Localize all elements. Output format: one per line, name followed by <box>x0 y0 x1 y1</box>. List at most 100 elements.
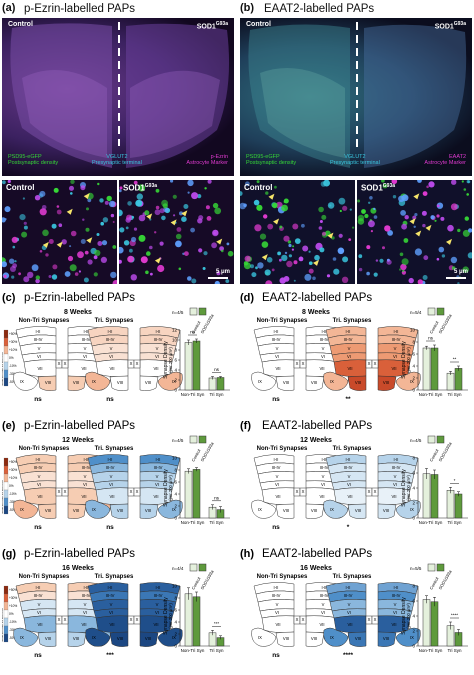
colorbar-segment <box>3 593 9 603</box>
fluorescence-puncta <box>206 216 212 221</box>
fluorescence-puncta <box>401 223 407 230</box>
fluorescence-puncta <box>56 205 60 208</box>
legend-a3-name: p-Ezrin <box>210 154 228 160</box>
panel-f-right-region-label: III-IV <box>344 465 353 470</box>
panel-c-left-region-viii <box>37 375 57 391</box>
panel-h-right-region-label: IX <box>410 635 414 640</box>
colorbar-tick: -30% <box>9 628 17 632</box>
fluorescence-puncta <box>441 254 446 258</box>
zoom-a-sod1-dots <box>119 180 234 284</box>
legend-control-label: Control <box>429 448 440 462</box>
fluorescence-puncta <box>348 238 352 241</box>
panel-g-right-left-horn <box>85 582 135 647</box>
fluorescence-puncta <box>212 229 219 236</box>
fluorescence-puncta <box>464 216 469 221</box>
map-left-sig: ns <box>34 396 42 403</box>
panel-f-right-region-label: I-II <box>346 457 351 462</box>
arrowhead-marker <box>409 218 416 225</box>
fluorescence-puncta <box>51 223 57 229</box>
panel-d-left-region-label: VII <box>275 366 280 371</box>
fluorescence-puncta <box>100 221 104 226</box>
fluorescence-puncta <box>211 242 217 249</box>
y-axis-unit: (per 200 μm²) <box>168 347 173 373</box>
fluorescence-puncta <box>438 246 445 253</box>
panel-h-right-region-label: III-IV <box>344 593 353 598</box>
fluorescence-puncta <box>42 229 49 237</box>
fluorescence-puncta <box>102 217 109 223</box>
panel-c: (c) p-Ezrin-labelled PAPs 8 Weeks Non-Tri S… <box>0 290 234 414</box>
y-tick-label: 12 <box>172 328 178 333</box>
fluorescence-puncta <box>440 216 445 221</box>
panel-f-right-region-label: VII <box>391 494 396 499</box>
bar-control <box>184 342 193 391</box>
fluorescence-puncta <box>403 238 409 243</box>
fluorescence-puncta <box>53 187 59 193</box>
fluorescence-puncta <box>466 193 469 196</box>
panel-f-left-region-ix <box>251 499 277 519</box>
panel-c-left-region-label: VI <box>83 354 87 359</box>
zoom-a-sod1-label: SOD1G93a <box>123 183 157 193</box>
fluorescence-puncta <box>451 266 456 270</box>
fluorescence-puncta <box>155 188 160 193</box>
fluorescence-puncta <box>69 245 72 248</box>
fluorescence-puncta <box>272 202 278 209</box>
panel-g-left-left-horn <box>13 582 63 647</box>
panel-e: (e) p-Ezrin-labelled PAPs 12 Weeks Non-Tri … <box>0 418 234 542</box>
panel-f-left-region-label: I-II <box>322 457 327 462</box>
colorbar-tick: +50% <box>9 332 17 336</box>
fluorescence-puncta <box>97 182 100 186</box>
scale-a-bar <box>208 277 228 279</box>
arrowhead-marker <box>146 213 153 220</box>
fluorescence-puncta <box>253 199 260 206</box>
panel-h-right-region-label: X <box>374 617 377 622</box>
panel-d-right-region-label: IX <box>330 379 334 384</box>
panel-g-right-region-x <box>133 615 141 625</box>
colorbar-segment <box>3 505 9 515</box>
fluorescence-puncta <box>254 224 262 232</box>
week-label: 16 Weeks <box>300 565 332 572</box>
fluorescence-puncta <box>400 263 407 271</box>
panel-f-right-region-ix <box>323 499 349 519</box>
y-axis-unit: (per 200 μm²) <box>406 347 411 373</box>
legend-b2-name: VGLUT2 <box>344 154 366 160</box>
legend-a2-desc: Presynaptic terminal <box>92 160 142 166</box>
fluorescence-puncta <box>179 211 183 216</box>
fluorescence-puncta <box>358 254 363 259</box>
panel-f-left-region-label: IX <box>258 507 262 512</box>
y-tick-label: 6 <box>174 358 177 363</box>
panel-c-right-region-ix <box>85 371 111 391</box>
legend-sod1-swatch <box>436 435 445 444</box>
panel-h-right-region-label: VII <box>391 622 396 627</box>
panel-e-left-region-viii <box>67 503 87 519</box>
fluorescence-puncta <box>341 276 349 283</box>
legend-b1-name: PSD95-eGFP <box>246 154 280 160</box>
y-tick-label: 6 <box>174 480 177 485</box>
fluorescence-puncta <box>368 201 371 204</box>
legend-sod1-label: SOD1G93a <box>438 313 453 335</box>
panel-e-right-region-label: X <box>130 489 133 494</box>
panel-g-left-region-label: VII <box>37 622 42 627</box>
bar-control <box>422 347 431 391</box>
colorbar-tick: +30% <box>9 596 17 600</box>
panel-e-right-region-x <box>133 487 141 497</box>
fluorescence-puncta <box>450 256 458 264</box>
panel-e-left-region-viii <box>37 503 57 519</box>
panel-e-right-region-viii <box>109 503 129 519</box>
panel-h-right-region-label: VI <box>393 610 397 615</box>
panel-f-left-region-label: VIII <box>311 508 317 513</box>
fluorescence-puncta <box>69 264 77 272</box>
panel-title: p-Ezrin-labelled PAPs <box>24 548 135 560</box>
fluorescence-puncta <box>190 227 195 233</box>
colorbar: +50% +30% +10% 0% -10% -30% -50% SOD1G93a vs Co… <box>0 329 17 387</box>
panel-c-left-region-label: VIII <box>73 380 79 385</box>
panel-f-svg: (f) EAAT2-labelled PAPs 12 Weeks Non-Tri Sy… <box>240 420 468 531</box>
panel-e-left-region-label: VII <box>81 494 86 499</box>
map-left-sig: ns <box>34 524 42 531</box>
panel-d-right-left-horn <box>323 326 373 391</box>
panel-c-right-region-label: V <box>156 346 159 351</box>
panel-h-left-region-viii <box>275 631 295 647</box>
zoom-b-sod1-dots <box>357 180 472 284</box>
legend-sod1-swatch <box>198 563 207 572</box>
panel-d-left-region-label: V <box>322 346 325 351</box>
